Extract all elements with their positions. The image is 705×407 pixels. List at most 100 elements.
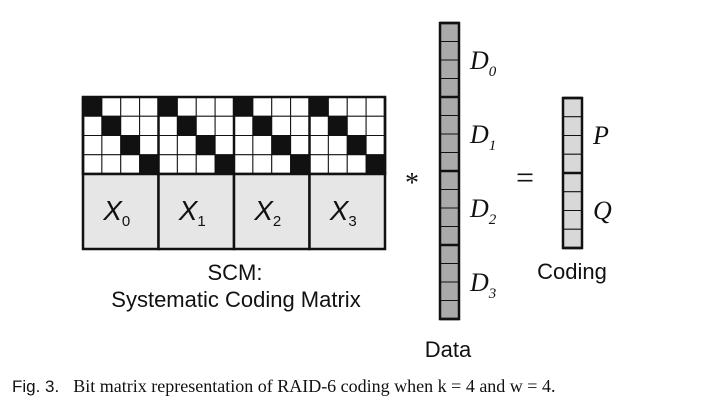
scm-bit-zero — [139, 115, 159, 136]
data-bit-cell — [439, 41, 460, 61]
scm-bit-one — [271, 135, 292, 156]
data-bit-cell — [439, 281, 460, 301]
scm-bit-zero — [252, 96, 273, 117]
scm-bit-one — [214, 154, 235, 175]
scm-bit-zero — [271, 96, 292, 117]
data-vector-label: Data — [425, 337, 472, 362]
figure-number: Fig. 3. — [12, 377, 60, 396]
data-vector-border — [438, 21, 461, 321]
caption-text: Bit matrix representation of RAID-6 codi… — [73, 376, 556, 396]
data-entry-label: D3 — [469, 268, 496, 302]
scm-bit-zero — [158, 154, 178, 175]
scm-bit-zero — [101, 154, 122, 175]
scm-bit-one — [176, 115, 197, 136]
multiply-operator: * — [405, 168, 419, 199]
scm-identity-blocks: X0 X1 X2 X3 — [81, 172, 387, 251]
scm-bit-zero — [365, 115, 386, 136]
scm-bit-zero — [139, 96, 159, 117]
scm-bit-zero — [176, 96, 197, 117]
data-bit-cell — [439, 244, 460, 264]
scm-bit-zero — [327, 96, 348, 117]
coding-vector-border — [561, 96, 584, 250]
scm-bit-one — [195, 135, 216, 156]
coding-vector: PQ — [561, 96, 612, 250]
scm-block — [308, 172, 387, 251]
data-bit-cell — [439, 189, 460, 209]
coding-entry-label: Q — [593, 196, 612, 225]
coding-bit-cell — [562, 116, 583, 136]
coding-bit-cell — [562, 228, 583, 249]
scm-bit-zero — [214, 96, 235, 117]
scm-bit-one — [82, 96, 103, 117]
scm-bit-zero — [195, 96, 216, 117]
data-bit-cell — [439, 152, 460, 172]
scm-bit-one — [158, 96, 178, 117]
scm-bit-zero — [252, 135, 273, 156]
coding-vector-label: Coding — [537, 259, 607, 284]
scm-bit-zero — [327, 154, 348, 175]
scm-label-title: SCM: — [208, 260, 263, 285]
scm-bit-zero — [252, 154, 273, 175]
coding-bit-cell — [562, 191, 583, 211]
scm-bit-zero — [309, 135, 329, 156]
scm-bit-one — [252, 115, 273, 136]
scm-bit-one — [309, 96, 329, 117]
coding-bit-cell — [562, 153, 583, 174]
scm-bit-zero — [309, 154, 329, 175]
scm-bit-zero — [233, 154, 254, 175]
coding-bit-cell — [562, 97, 583, 118]
scm-bit-zero — [290, 115, 310, 136]
scm-bit-zero — [101, 96, 122, 117]
scm-bit-zero — [158, 115, 178, 136]
scm-bit-zero — [195, 154, 216, 175]
scm-bit-zero — [233, 135, 254, 156]
coding-bit-cell — [562, 210, 583, 230]
coding-entry-label: P — [592, 121, 609, 150]
data-entry-label: D0 — [469, 46, 497, 80]
data-bit-cell — [439, 170, 460, 190]
data-bit-cell — [439, 115, 460, 135]
scm-bit-zero — [290, 135, 310, 156]
scm-label-subtitle: Systematic Coding Matrix — [111, 287, 360, 312]
scm-bit-zero — [139, 135, 159, 156]
scm-bit-one — [346, 135, 367, 156]
scm-bit-zero — [195, 115, 216, 136]
scm-bit-one — [327, 115, 348, 136]
scm-bit-zero — [101, 135, 122, 156]
scm-bit-zero — [82, 154, 103, 175]
scm-bit-one — [101, 115, 122, 136]
data-bit-cell — [439, 96, 460, 116]
data-entry-label: D1 — [469, 120, 496, 154]
scm-bit-zero — [120, 115, 141, 136]
data-entry-label: D2 — [469, 194, 497, 228]
data-bit-cell — [439, 207, 460, 227]
scm-bit-one — [120, 135, 141, 156]
scm-bit-zero — [346, 96, 367, 117]
scm-bit-one — [233, 96, 254, 117]
data-bit-cell — [439, 59, 460, 79]
scm-bit-zero — [309, 115, 329, 136]
data-bit-cell — [439, 300, 460, 320]
scm-bit-zero — [214, 135, 235, 156]
scm-bit-zero — [82, 135, 103, 156]
scm-bit-zero — [158, 135, 178, 156]
scm-bit-zero — [327, 135, 348, 156]
scm-bit-zero — [233, 115, 254, 136]
scm-bit-zero — [82, 115, 103, 136]
scm-bit-zero — [365, 135, 386, 156]
data-bit-cell — [439, 263, 460, 283]
data-bit-cell — [439, 226, 460, 246]
data-bit-cell — [439, 133, 460, 153]
equals-operator: = — [516, 159, 534, 195]
scm-bit-one — [290, 154, 310, 175]
scm-bit-zero — [176, 135, 197, 156]
figure-caption: Fig. 3. Bit matrix representation of RAID… — [12, 376, 702, 397]
scm-block — [232, 172, 311, 251]
scm-bit-zero — [290, 96, 310, 117]
scm-bit-one — [365, 154, 386, 175]
data-bit-cell — [439, 22, 460, 42]
scm-bit-zero — [214, 115, 235, 136]
scm-bit-zero — [120, 154, 141, 175]
coding-bit-cell — [562, 172, 583, 193]
data-bit-cell — [439, 78, 460, 98]
